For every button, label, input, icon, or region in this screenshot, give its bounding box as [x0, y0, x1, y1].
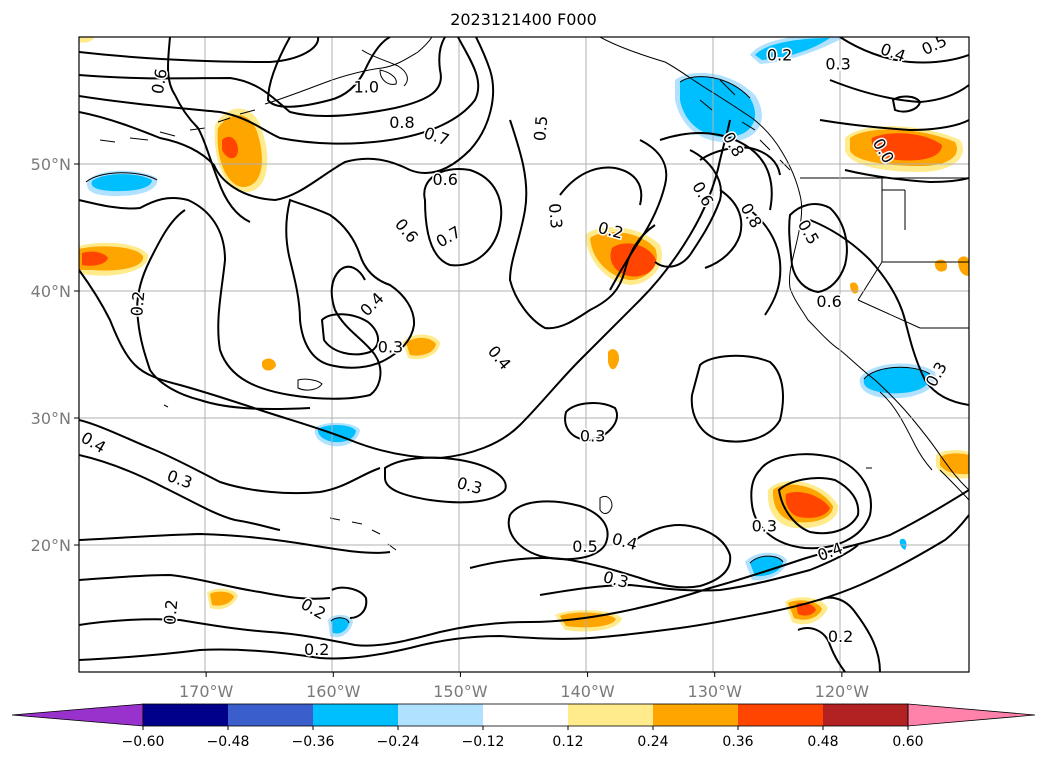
latitude-tick-labels: 20°N 30°N 40°N 50°N [31, 155, 79, 555]
cold-anomaly-patch [750, 556, 783, 577]
contour-label: 0.2 [304, 640, 329, 659]
colorbar-extend-high [907, 703, 1036, 727]
contour-label: 0.7 [433, 222, 465, 251]
cold-anomaly-patch [899, 538, 907, 550]
contour-label: 0.2 [767, 46, 792, 65]
colorbar-segment [568, 704, 653, 726]
contour-label: 0.3 [601, 567, 631, 592]
cold-anomaly-patch [755, 38, 830, 60]
warm-anomaly-patch [958, 256, 969, 276]
warm-anomaly-patch [406, 337, 436, 356]
lon-tick-label: 160°W [306, 682, 361, 701]
lat-tick-label: 50°N [31, 155, 71, 174]
colorbar-tick-label: −0.36 [292, 734, 335, 750]
colorbar-tick-label: −0.12 [462, 734, 505, 750]
contour-label: 0.6 [148, 67, 171, 95]
warm-anomaly-patch [79, 37, 95, 43]
colorbar-segment [228, 704, 313, 726]
lon-tick-label: 120°W [815, 682, 870, 701]
cold-anomaly-patch [91, 174, 152, 192]
contour-label: 0.8 [389, 113, 414, 132]
lon-tick-label: 140°W [560, 682, 615, 701]
warm-anomaly-patch [940, 453, 969, 475]
contour-label: 0.6 [816, 292, 841, 311]
colorbar-segment [143, 704, 228, 726]
map-title: 2023121400 F000 [450, 10, 597, 29]
contour-label: 0.7 [421, 123, 451, 150]
colorbar-segment [823, 704, 908, 726]
lon-tick-label: 170°W [179, 682, 234, 701]
contour-label: 0.4 [610, 529, 640, 554]
contour-label: 0.2 [160, 599, 181, 626]
warm-anomaly-patch [871, 133, 942, 161]
warm-anomaly-patch [217, 115, 262, 188]
warm-anomaly-patch [796, 602, 816, 616]
lat-tick-label: 20°N [31, 536, 71, 555]
lon-tick-label: 130°W [688, 682, 743, 701]
contour-label: 0.3 [165, 466, 195, 493]
cold-anomaly-patch [863, 367, 931, 394]
colorbar-segment [738, 704, 823, 726]
contour-label: 0.3 [825, 54, 850, 73]
contour-label: 0.6 [432, 170, 457, 189]
contour-label: 0.5 [530, 115, 551, 142]
contour-label: 0.3 [580, 427, 605, 446]
lon-tick-label: 150°W [433, 682, 488, 701]
contour-label: 0.3 [378, 338, 403, 357]
warm-anomaly-patch [82, 251, 108, 266]
contour-label: 0.6 [391, 215, 422, 247]
colorbar-tick-label: 0.12 [552, 734, 583, 750]
colorbar-tick-label: 0.36 [722, 734, 753, 750]
colorbar-tick-label: −0.48 [207, 734, 250, 750]
colorbar: −0.60 −0.48 −0.36 −0.24 −0.12 0.12 0.24 0.36 0.4… [11, 703, 1036, 750]
warm-anomaly-patch [850, 282, 859, 294]
warm-anomaly-patch [608, 349, 620, 370]
cold-anomaly-patch [680, 76, 756, 138]
colorbar-frame [142, 703, 909, 727]
contour-label: 0.5 [572, 537, 597, 556]
contour-label: 0.3 [752, 517, 777, 536]
contour-label: 0.5 [919, 31, 950, 59]
warm-anomaly-patch [262, 358, 276, 371]
contour-label: 0.2 [127, 290, 148, 317]
contour-label: 0.3 [545, 202, 566, 229]
colorbar-tick-label: 0.48 [807, 734, 838, 750]
colorbar-tick-label: 0.60 [892, 734, 923, 750]
warm-anomaly-patch [785, 491, 830, 518]
contour-lines [79, 37, 969, 672]
warm-anomaly-patch [210, 591, 234, 606]
warm-anomaly-patch [222, 136, 238, 159]
gridlines [79, 37, 969, 672]
colorbar-tick-label: −0.60 [122, 734, 165, 750]
contour-labels: 0.6 1.00.80.70.60.6 0.70.50.30.20.40.3 0.40… [78, 31, 952, 660]
colorbar-segment [653, 704, 738, 726]
colorbar-segment [483, 704, 568, 726]
colorbar-extend-low [11, 703, 144, 727]
contour-label: 0.2 [828, 627, 853, 646]
longitude-tick-labels: 170°W 160°W 150°W 140°W 130°W 120°W [179, 672, 869, 701]
plot-frame [78, 36, 970, 673]
cold-anomaly-patch [331, 617, 349, 634]
lat-tick-label: 40°N [31, 282, 71, 301]
lat-tick-label: 30°N [31, 409, 71, 428]
contour-label: 1.0 [354, 77, 379, 96]
colorbar-tick-label: −0.24 [377, 734, 420, 750]
contour-label: 0.4 [78, 428, 110, 457]
colorbar-segment [398, 704, 483, 726]
colorbar-segment [313, 704, 398, 726]
colorbar-tick-label: 0.24 [637, 734, 668, 750]
contour-label: 0.5 [794, 216, 823, 248]
contour-label: 0.4 [356, 289, 387, 320]
light-contours [85, 76, 931, 624]
contour-label: 0.4 [484, 342, 515, 374]
warm-anomaly-patch [934, 259, 948, 272]
